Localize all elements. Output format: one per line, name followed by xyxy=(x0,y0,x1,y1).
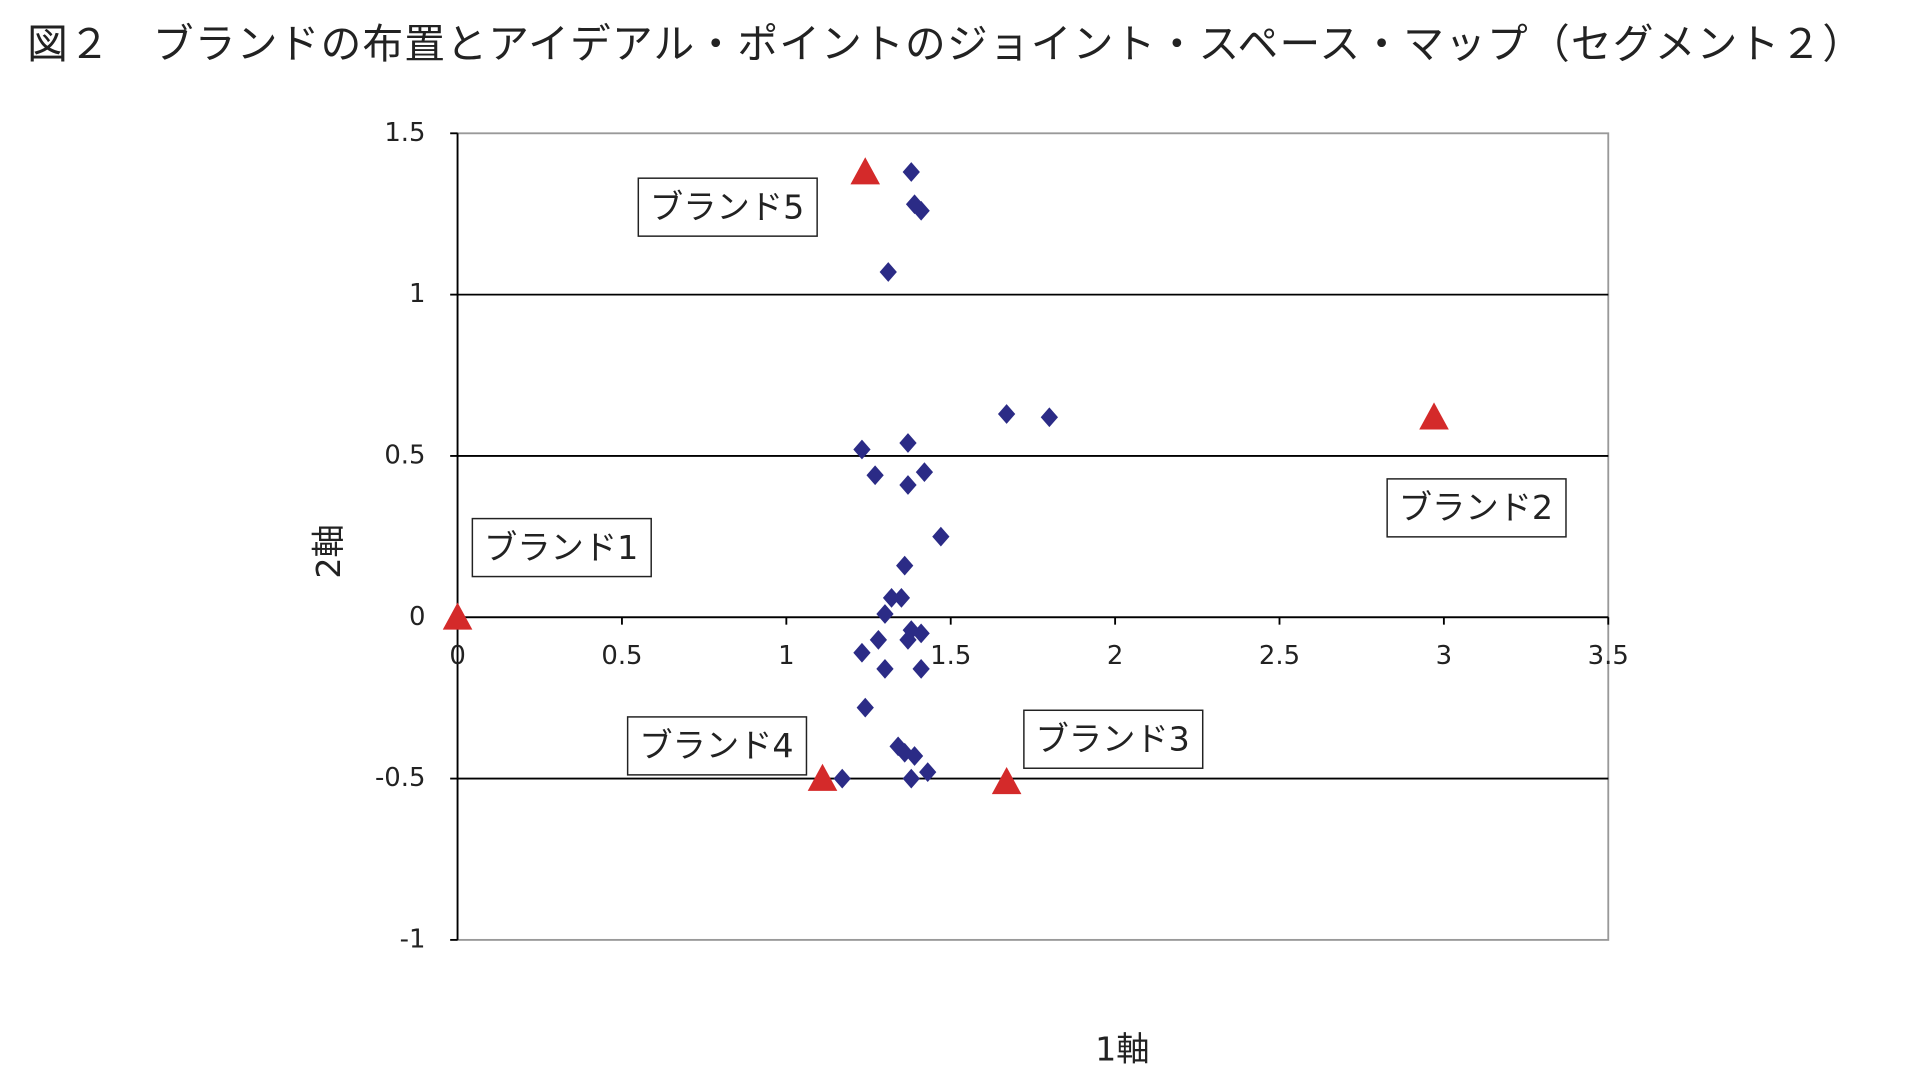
y-tick-label: -1 xyxy=(400,924,426,954)
y-tick-label: 1.5 xyxy=(384,118,425,148)
ideal-point xyxy=(892,588,911,608)
brand-point xyxy=(442,602,473,630)
brand-point xyxy=(807,763,838,791)
chart-title: 図２ ブランドの布置とアイデアル・ポイントのジョイント・スペース・マップ（セグメ… xyxy=(27,20,1864,68)
x-tick-label: 0.5 xyxy=(601,641,642,671)
brand-label: ブランド2 xyxy=(1399,488,1553,527)
x-tick-label: 1.5 xyxy=(930,641,971,671)
ideal-point xyxy=(876,604,894,624)
x-tick-label: 0 xyxy=(449,641,465,671)
ideal-point xyxy=(853,439,871,460)
ideal-point xyxy=(882,588,901,608)
x-tick-label: 1 xyxy=(778,641,794,671)
label-box xyxy=(471,517,652,578)
ideal-point xyxy=(912,659,930,679)
y-tick-label: 0.5 xyxy=(384,440,425,470)
brand-point xyxy=(991,767,1022,795)
x-tick-label: 2.5 xyxy=(1259,641,1300,671)
brand-label: ブランド1 xyxy=(484,528,638,567)
ideal-point xyxy=(912,200,930,221)
y-tick-label: -0.5 xyxy=(375,763,426,793)
ideal-point xyxy=(1040,407,1058,428)
label-box xyxy=(626,716,808,776)
y-tick-label: 1 xyxy=(409,279,425,309)
x-tick-label: 2 xyxy=(1107,641,1123,671)
brand-point xyxy=(1419,402,1449,430)
label-box xyxy=(637,177,818,237)
brand-label: ブランド3 xyxy=(1035,720,1189,759)
ideal-point xyxy=(932,526,950,547)
ideal-point xyxy=(866,465,884,486)
ideal-point xyxy=(856,697,874,718)
brand-point xyxy=(850,157,881,185)
x-tick-label: 3 xyxy=(1436,641,1452,671)
ideal-point xyxy=(902,162,920,182)
ideal-point xyxy=(915,462,934,482)
ideal-point xyxy=(833,768,851,789)
x-tick-label: 3.5 xyxy=(1588,641,1629,671)
ideal-point xyxy=(879,262,897,282)
brand-label: ブランド5 xyxy=(650,188,804,227)
label-box xyxy=(1386,478,1567,538)
ideal-point xyxy=(876,659,894,679)
ideal-point xyxy=(869,629,888,650)
y-tick-label: 0 xyxy=(409,602,425,632)
brand-label: ブランド4 xyxy=(639,726,793,765)
ideal-point xyxy=(905,746,924,766)
x-axis-label: 1軸 xyxy=(1095,1029,1149,1068)
ideal-point xyxy=(919,762,937,782)
y-axis-label: 2軸 xyxy=(309,524,348,578)
ideal-point xyxy=(899,433,917,453)
ideal-point xyxy=(912,623,930,644)
ideal-point xyxy=(896,555,914,576)
ideal-point xyxy=(899,475,917,495)
ideal-point xyxy=(902,768,920,789)
ideal-point xyxy=(853,642,871,663)
ideal-point xyxy=(997,404,1016,424)
ideal-point xyxy=(899,629,917,650)
label-box xyxy=(1023,709,1204,769)
